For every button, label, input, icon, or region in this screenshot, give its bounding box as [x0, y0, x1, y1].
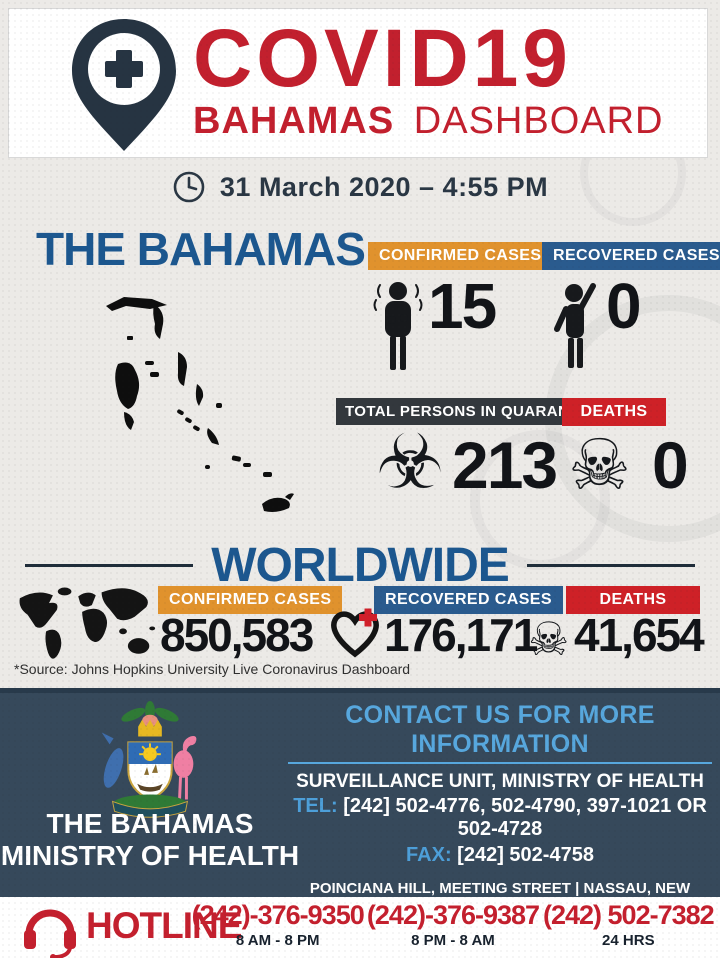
tel-numbers: [242] 502-4776, 502-4790, 397-1021 OR 50…	[343, 795, 707, 841]
tel-label: TEL:	[293, 795, 338, 818]
fax-number: [242] 502-4758	[457, 844, 594, 867]
hotline-number: (242)-376-9387	[366, 900, 540, 930]
bahamas-recovered-badge: RECOVERED CASES	[542, 242, 720, 270]
skull-crossbones-icon-small: ☠	[528, 612, 570, 666]
heart-health-icon	[331, 608, 379, 658]
contact-heading: CONTACT US FOR MORE INFORMATION	[288, 701, 712, 764]
hotline-band: HOTLINE (242)-376-9350 8 AM - 8 PM (242)…	[0, 897, 720, 960]
hotline-entry: (242) 502-7382 24 HRS	[541, 900, 716, 949]
app-title: COVID19	[193, 13, 572, 104]
sick-person-icon	[373, 282, 423, 370]
hotline-hours: 8 AM - 8 PM	[235, 932, 320, 949]
bahamas-coat-of-arms	[101, 701, 197, 818]
ministry-name: THE BAHAMAS MINISTRY OF HEALTH	[0, 808, 300, 872]
bahamas-recovered-value: 0	[606, 270, 642, 342]
app-subtitle-bold: BAHAMAS	[193, 100, 395, 143]
recovered-person-icon	[554, 283, 596, 368]
bahamas-archipelago-map	[106, 297, 294, 512]
heading-rule-left	[25, 564, 194, 567]
worldwide-deaths-value: 41,654	[574, 609, 705, 661]
hotline-numbers: (242)-376-9350 8 AM - 8 PM (242)-376-938…	[190, 900, 716, 949]
bahamas-deaths-badge: DEATHS	[562, 398, 666, 426]
worldwide-section-title: WORLDWIDE	[211, 539, 510, 592]
skull-crossbones-icon: ☠	[568, 424, 631, 506]
ministry-name-line1: THE BAHAMAS	[46, 808, 254, 839]
worldwide-confirmed-value: 850,583	[160, 609, 314, 661]
worldwide-deaths-badge: DEATHS	[566, 586, 700, 614]
tel-line: TEL: [242] 502-4776, 502-4790, 397-1021 …	[288, 795, 712, 841]
surveillance-unit-line: SURVEILLANCE UNIT, MINISTRY OF HEALTH	[296, 770, 704, 792]
header: COVID19 BAHAMAS DASHBOARD	[8, 8, 708, 158]
bahamas-deaths-value: 0	[652, 428, 689, 502]
app-subtitle-light: DASHBOARD	[413, 100, 664, 143]
fax-line: FAX: [242] 502-4758	[288, 844, 712, 867]
clock-icon	[173, 171, 205, 203]
hotline-hours: 24 HRS	[602, 932, 655, 949]
contact-band: THE BAHAMAS MINISTRY OF HEALTH CONTACT U…	[0, 688, 720, 953]
data-source-note: *Source: Johns Hopkins University Live C…	[14, 661, 411, 677]
bahamas-quarantine-value: 213	[452, 428, 558, 502]
headset-icon	[24, 909, 76, 958]
bahamas-section-title: THE BAHAMAS	[36, 223, 366, 275]
app-subtitle: BAHAMAS DASHBOARD	[193, 102, 664, 140]
hotline-number: (242) 502-7382	[543, 900, 715, 930]
hotline-number: (242)-376-9350	[191, 900, 365, 930]
worldwide-confirmed-badge: CONFIRMED CASES	[158, 586, 343, 614]
bahamas-confirmed-value: 15	[428, 270, 497, 342]
bahamas-confirmed-badge: CONFIRMED CASES	[368, 242, 553, 270]
world-map-icon	[19, 587, 156, 659]
report-datetime: 31 March 2020 – 4:55 PM	[219, 171, 549, 202]
brand-block: COVID19 BAHAMAS DASHBOARD	[193, 13, 664, 140]
biohazard-icon: ☣	[376, 417, 445, 506]
medical-location-pin-icon	[72, 19, 176, 151]
hotline-hours: 8 PM - 8 AM	[411, 932, 495, 949]
ministry-name-line2: MINISTRY OF HEALTH	[0, 840, 300, 872]
hotline-entry: (242)-376-9350 8 AM - 8 PM	[190, 900, 365, 949]
worldwide-recovered-badge: RECOVERED CASES	[374, 586, 563, 614]
hotline-label: HOTLINE	[86, 905, 242, 946]
worldwide-recovered-value: 176,171	[384, 609, 538, 661]
dateline: 31 March 2020 – 4:55 PM	[0, 170, 720, 204]
worldwide-heading: WORLDWIDE	[25, 538, 696, 593]
hotline-entry: (242)-376-9387 8 PM - 8 AM	[365, 900, 540, 949]
fax-label: FAX:	[406, 844, 452, 867]
heading-rule-right	[526, 564, 696, 567]
